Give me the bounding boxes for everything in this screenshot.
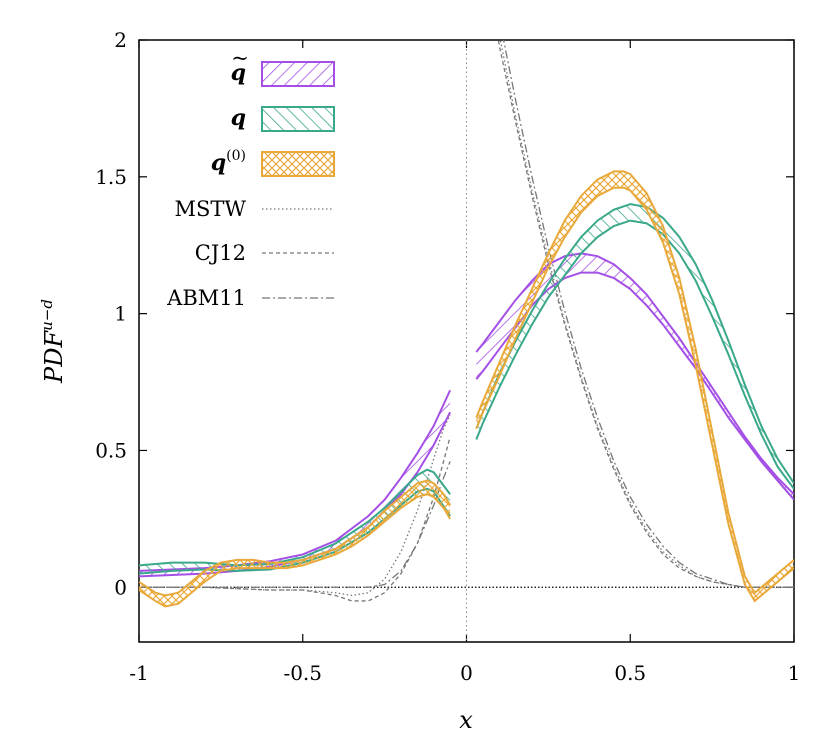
q-positive-upper-line <box>475 203 794 484</box>
q-positive-band <box>476 204 794 489</box>
tick-labels: -1 -0.5 0 0.5 1 0 0.5 1 1.5 2 <box>95 28 800 685</box>
legend-entry-cj12: CJ12 <box>195 241 334 265</box>
legend-label: q(0) <box>211 148 246 176</box>
legend-label: ABM11 <box>166 286 246 310</box>
x-tick-label: 1 <box>788 661 801 685</box>
legend-label-base: q <box>211 150 226 176</box>
legend-entry-q: q <box>231 105 335 132</box>
legend-label-base: q <box>231 105 246 131</box>
legend-label: MSTW <box>175 197 247 221</box>
x-tick-label: -0.5 <box>283 661 322 685</box>
q0-negative-band <box>139 480 451 607</box>
x-tick-label: 0.5 <box>614 661 646 685</box>
cj12-curve-negative <box>139 436 451 602</box>
pdf-bands <box>139 170 794 608</box>
q0-positive-upper-line <box>475 170 794 595</box>
legend-entry-mstw: MSTW <box>175 197 334 221</box>
legend-label: q <box>231 60 246 86</box>
legend-label-sup: (0) <box>226 148 246 164</box>
qtilde-negative-band <box>139 390 451 577</box>
y-axis-title-sup: u−d <box>38 299 56 331</box>
abm11-curve-positive <box>502 40 794 588</box>
q-negative-upper-line <box>139 468 451 567</box>
y-tick-label: 2 <box>114 28 127 52</box>
x-axis-title: x <box>459 706 473 734</box>
y-axis-title: PDFu−d <box>38 299 68 384</box>
legend-swatch-qtilde <box>261 61 335 87</box>
x-tick-label: -1 <box>129 661 148 685</box>
qtilde-positive-upper-line <box>475 252 794 495</box>
cj12-curve-positive <box>497 40 794 588</box>
q0-negative-upper-line <box>139 479 451 597</box>
q0-negative-lower-line <box>139 493 451 608</box>
q0-positive-lower-line <box>475 186 794 603</box>
legend-swatch-q0 <box>261 151 335 177</box>
legend-entry-abm11: ABM11 <box>166 286 334 310</box>
y-tick-label: 1.5 <box>95 165 127 189</box>
zero-lines <box>139 40 794 642</box>
q-positive-lower-line <box>475 219 794 490</box>
legend-label: CJ12 <box>195 241 246 265</box>
legend-entry-qtilde: q~ <box>231 46 335 87</box>
legend-label-base: q <box>231 60 246 86</box>
mstw-curve-positive <box>499 40 794 588</box>
legend-label: q <box>231 105 246 131</box>
y-tick-label: 0.5 <box>95 438 127 462</box>
y-tick-label: 1 <box>114 302 127 326</box>
legend-entry-q0: q(0) <box>211 148 335 177</box>
y-axis-title-main: PDF <box>40 330 68 384</box>
x-tick-label: 0 <box>460 661 473 685</box>
y-tick-label: 0 <box>114 575 127 599</box>
legend-swatch-q <box>261 106 335 132</box>
legend-label-accent: ~ <box>231 46 249 70</box>
abm11-curve-negative <box>139 461 451 588</box>
